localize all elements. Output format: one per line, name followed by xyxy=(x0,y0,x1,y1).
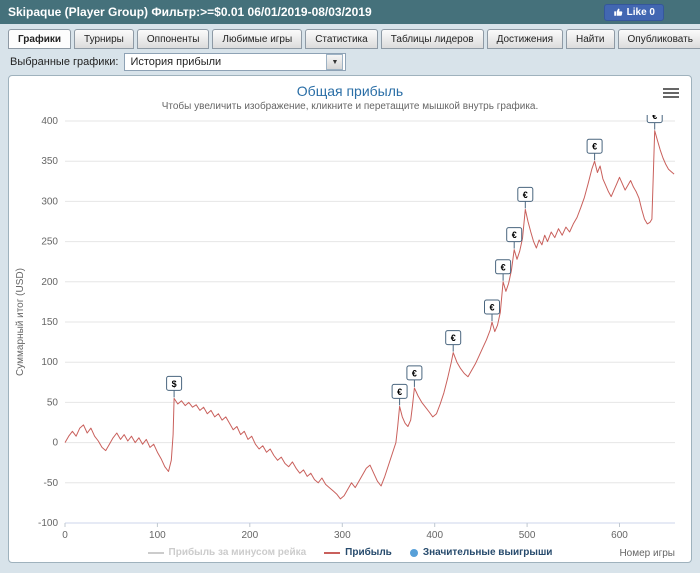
gray-line-swatch xyxy=(147,551,164,554)
legend-item-significant-wins[interactable]: Значительные выигрыши xyxy=(409,547,552,558)
chart-menu-icon[interactable] xyxy=(663,86,679,100)
win-flag[interactable] xyxy=(646,115,663,124)
win-flag-symbol: € xyxy=(512,230,517,240)
y-tick-label: -100 xyxy=(38,518,58,529)
x-axis-label: Номер игры xyxy=(619,548,675,559)
win-flag[interactable] xyxy=(517,186,534,202)
blue-dot-swatch xyxy=(409,548,418,557)
tab-bar: Графики Турниры Оппоненты Любимые игры С… xyxy=(0,24,700,49)
y-tick-label: 350 xyxy=(41,156,58,167)
tab-find[interactable]: Найти xyxy=(565,29,615,49)
y-tick-label: 100 xyxy=(41,357,58,368)
win-flag-symbol: € xyxy=(451,333,456,343)
selected-graph-option: История прибыли xyxy=(130,56,222,68)
profit-chart[interactable]: -100 -50 0 50 100 150 200 250 300 350 400 0 100 200 30… xyxy=(9,115,691,547)
tab-statistics[interactable]: Статистика xyxy=(305,29,378,49)
x-tick-label: 200 xyxy=(241,530,258,541)
tab-tournaments[interactable]: Турниры xyxy=(74,29,134,49)
tab-achievements[interactable]: Достижения xyxy=(486,29,563,49)
win-flag-symbol: € xyxy=(523,190,528,200)
x-tick-label: 0 xyxy=(62,530,68,541)
facebook-like-button[interactable]: Like 0 xyxy=(603,3,664,21)
y-tick-label: 50 xyxy=(47,397,59,408)
tab-opponents[interactable]: Оппоненты xyxy=(136,29,210,49)
legend-item-rake-adjusted[interactable]: Прибыль за минусом рейка xyxy=(147,547,306,558)
tab-publish[interactable]: Опубликовать xyxy=(617,29,700,49)
win-flag-symbol: € xyxy=(412,368,417,378)
chart-legend: Прибыль за минусом рейка Прибыль Значите… xyxy=(9,547,691,558)
win-flag[interactable] xyxy=(506,227,523,243)
chart-subtitle: Чтобы увеличить изображение, кликните и … xyxy=(161,101,539,112)
tab-graphs[interactable]: Графики xyxy=(8,29,72,49)
tab-leaderboards[interactable]: Таблицы лидеров xyxy=(380,29,484,49)
thumbs-up-icon xyxy=(613,8,622,16)
y-tick-label: -50 xyxy=(44,478,59,489)
y-tick-label: 150 xyxy=(41,317,58,328)
chart-title: Общая прибыль xyxy=(296,83,404,99)
win-flag[interactable] xyxy=(484,299,500,315)
win-flag[interactable] xyxy=(495,259,512,275)
page-title: Skipaque (Player Group) Фильтр:>=$0.01 0… xyxy=(8,5,372,19)
graph-select[interactable]: История прибыли ▼ xyxy=(124,53,347,71)
y-tick-label: 200 xyxy=(41,277,58,288)
graph-selector-row: Выбранные графики: История прибыли ▼ xyxy=(0,49,700,75)
win-flag-symbol: € xyxy=(397,387,402,397)
legend-item-profit[interactable]: Прибыль xyxy=(324,547,392,558)
title-bar: Skipaque (Player Group) Фильтр:>=$0.01 0… xyxy=(0,0,700,24)
like-label: Like 0 xyxy=(626,6,655,18)
win-flag-symbol: € xyxy=(489,303,494,313)
y-axis-label: Суммарный итог (USD) xyxy=(15,268,26,376)
y-tick-label: 300 xyxy=(41,196,58,207)
y-tick-label: 0 xyxy=(52,438,58,449)
win-flag-symbol: € xyxy=(501,262,506,272)
y-tick-label: 250 xyxy=(41,237,58,248)
graph-selector-label: Выбранные графики: xyxy=(10,56,119,68)
chart-footer: Прибыль за минусом рейка Прибыль Значите… xyxy=(9,547,691,563)
win-flag-symbol: € xyxy=(592,142,597,152)
x-tick-label: 100 xyxy=(149,530,166,541)
x-tick-label: 500 xyxy=(519,530,536,541)
tab-favorite-games[interactable]: Любимые игры xyxy=(212,29,303,49)
win-flag[interactable] xyxy=(166,375,183,391)
win-flag-symbol: $ xyxy=(172,379,177,389)
y-tick-label: 400 xyxy=(41,116,58,127)
win-flag[interactable] xyxy=(586,138,603,154)
x-tick-label: 600 xyxy=(611,530,628,541)
select-arrow-icon: ▼ xyxy=(326,54,344,70)
win-flag[interactable] xyxy=(391,383,408,399)
chart-panel: Общая прибыль Чтобы увеличить изображени… xyxy=(8,75,692,563)
win-flag[interactable] xyxy=(445,330,462,346)
x-tick-label: 300 xyxy=(334,530,351,541)
win-flag-symbol: € xyxy=(652,115,657,121)
profit-line xyxy=(64,130,675,500)
x-tick-label: 400 xyxy=(426,530,443,541)
win-flag[interactable] xyxy=(406,365,423,381)
red-line-swatch xyxy=(324,551,341,554)
